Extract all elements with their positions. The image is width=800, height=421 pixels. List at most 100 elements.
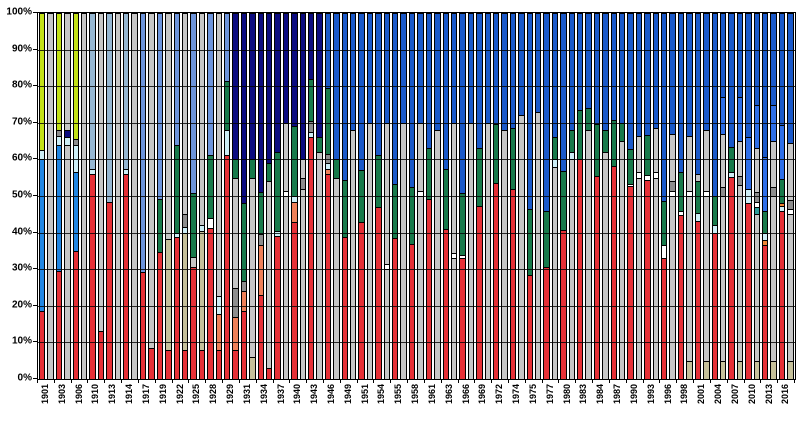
segment-pw: [174, 13, 179, 145]
segment-b2: [746, 137, 751, 189]
x-tick: [121, 379, 123, 383]
segment-bl: [393, 13, 398, 184]
x-tick-label-1958: 1958: [410, 384, 421, 405]
x-tick-label-1954: 1954: [376, 384, 387, 405]
segment-r: [166, 349, 171, 379]
y-axis-labels: 100% 90% 80% 70% 60% 50% 40% 30% 20% 10% 0%: [0, 7, 32, 384]
segment-gr: [208, 154, 213, 218]
segment-dg: [788, 199, 793, 209]
x-tick-label-1983: 1983: [578, 384, 589, 405]
x-tick-label-1993: 1993: [645, 384, 656, 405]
x-tick-label-2013: 2013: [763, 384, 774, 405]
x-tick: [87, 379, 89, 383]
segment-bl: [485, 13, 490, 123]
bar-3: [55, 13, 63, 379]
bar-36: [333, 13, 340, 379]
bar-8: [97, 13, 105, 379]
segment-bl: [502, 13, 507, 131]
y-tick: [33, 85, 37, 87]
x-tick: [407, 379, 409, 383]
x-label-cell: 1990: [626, 384, 643, 420]
segment-gy: [384, 269, 390, 379]
bar-78: [686, 13, 693, 379]
y-tick-label: 100%: [6, 6, 32, 18]
segment-dg: [670, 181, 675, 191]
segment-gr: [779, 178, 785, 204]
segment-sa: [233, 316, 238, 350]
plot-area: [37, 12, 796, 380]
segment-gr: [157, 198, 163, 252]
x-tick-label-2004: 2004: [713, 384, 724, 405]
bar-54: [484, 13, 491, 379]
segment-bl: [695, 13, 701, 175]
segment-gy: [771, 196, 776, 361]
segment-sa: [325, 168, 331, 175]
segment-bl: [351, 13, 356, 131]
segment-r: [208, 227, 213, 379]
segment-r: [628, 186, 633, 379]
x-tick: [558, 379, 560, 383]
segment-dg: [309, 121, 314, 132]
x-tick: [255, 379, 257, 383]
segment-gy: [670, 133, 675, 182]
x-label-cell: 1951: [357, 384, 374, 420]
y-tick: [33, 48, 37, 50]
segment-dg: [241, 281, 247, 292]
segment-wh: [704, 190, 709, 197]
segment-r: [224, 154, 230, 379]
segment-gy: [771, 141, 776, 187]
segment-gr: [191, 193, 196, 257]
segment-bl: [451, 13, 457, 123]
x-tick-label-1917: 1917: [140, 384, 151, 405]
segment-gy: [502, 130, 507, 379]
bar-29: [274, 13, 281, 379]
y-tick: [33, 12, 37, 13]
segment-pw: [191, 13, 196, 194]
segment-gy: [266, 181, 272, 369]
x-tick: [423, 379, 425, 383]
segment-r: [510, 188, 516, 379]
y-tick-label: 90%: [11, 43, 32, 55]
segment-dg: [737, 175, 743, 186]
bar-71: [627, 13, 634, 379]
segment-tn: [720, 360, 726, 379]
x-label-cell: 1903: [54, 384, 71, 420]
segment-r: [594, 176, 600, 379]
segment-tn: [771, 360, 776, 379]
y-tick-label: 50%: [11, 189, 32, 201]
segment-bl: [510, 13, 516, 129]
segment-lc: [746, 188, 751, 204]
x-label-cell: 1993: [643, 384, 660, 420]
x-tick: [390, 379, 392, 383]
segment-gr: [493, 124, 499, 183]
segment-pw: [224, 13, 230, 82]
segment-bl: [594, 13, 600, 125]
segment-r: [292, 221, 297, 379]
segment-bl: [552, 13, 558, 138]
segment-bl: [712, 13, 717, 197]
segment-bl: [493, 13, 499, 125]
segment-dg: [56, 130, 62, 136]
segment-gr: [477, 147, 482, 207]
x-tick: [440, 379, 442, 383]
segment-bl: [376, 13, 381, 156]
segment-gy: [182, 13, 188, 215]
x-label-cell: 1946: [323, 384, 340, 420]
segment-tn: [166, 238, 171, 350]
bar-25: [240, 13, 248, 379]
segment-sa: [258, 245, 263, 295]
segment-gy: [82, 13, 87, 379]
segment-bl: [636, 13, 642, 136]
segment-r: [493, 182, 499, 379]
bar-44: [400, 13, 407, 379]
segment-r: [544, 267, 549, 379]
x-tick: [137, 379, 139, 383]
segment-bl: [535, 13, 541, 112]
segment-gy: [334, 177, 339, 379]
segment-pb: [73, 172, 79, 251]
bar-51: [459, 13, 466, 379]
segment-wh: [418, 190, 423, 196]
x-tick-label-1990: 1990: [628, 384, 639, 405]
segment-bl: [729, 13, 734, 148]
segment-r: [779, 210, 785, 379]
